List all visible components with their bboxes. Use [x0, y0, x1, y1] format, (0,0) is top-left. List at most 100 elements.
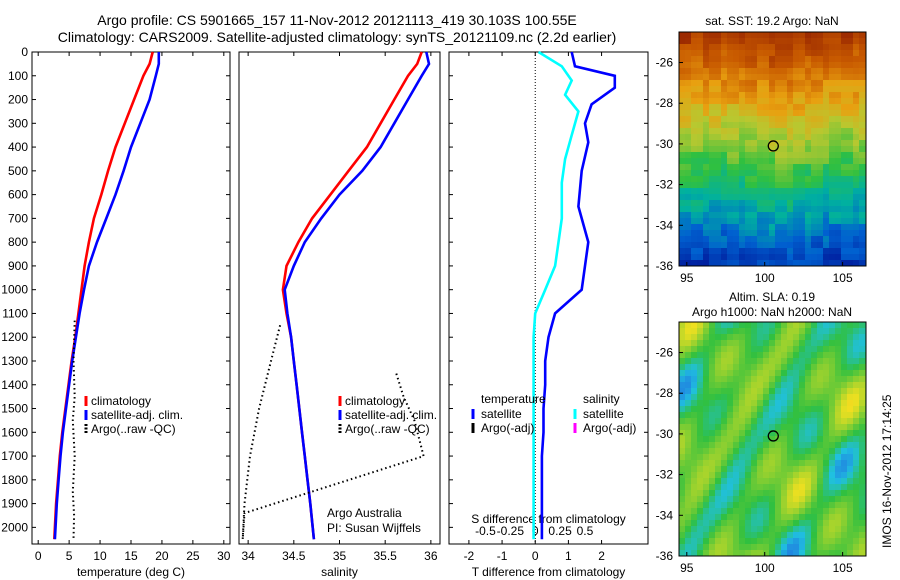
map-cell — [799, 224, 806, 231]
map-cell — [745, 32, 752, 39]
map-cell — [727, 260, 734, 267]
map-cell — [835, 466, 842, 473]
map-cell — [709, 466, 716, 473]
map-cell — [685, 520, 692, 527]
map-cell — [751, 400, 758, 407]
map-cell — [709, 436, 716, 443]
map-cell — [805, 254, 812, 261]
map-cell — [775, 502, 782, 509]
map-cell — [679, 508, 686, 515]
map-cell — [685, 104, 692, 111]
map-cell — [775, 400, 782, 407]
map-cell — [799, 44, 806, 51]
map-cell — [709, 170, 716, 177]
map-cell — [679, 460, 686, 467]
map-cell — [739, 436, 746, 443]
map-cell — [847, 230, 854, 237]
map-cell — [835, 86, 842, 93]
map-cell — [799, 212, 806, 219]
map-cell — [757, 50, 764, 57]
map-cell — [685, 418, 692, 425]
map-cell — [697, 188, 704, 195]
map-cell — [823, 532, 830, 539]
map-cell — [769, 484, 776, 491]
map-cell — [769, 140, 776, 147]
map-cell — [721, 544, 728, 551]
map-cell — [853, 38, 860, 45]
map-cell — [817, 346, 824, 353]
map-cell — [781, 188, 788, 195]
map-cell — [685, 322, 692, 329]
map-cell — [859, 104, 866, 111]
map-cell — [685, 62, 692, 69]
map-cell — [775, 254, 782, 261]
map-cell — [763, 412, 770, 419]
map-cell — [763, 92, 770, 99]
map-cell — [823, 122, 830, 129]
map-cell — [697, 418, 704, 425]
map-cell — [697, 56, 704, 63]
map-cell — [727, 340, 734, 347]
map-cell — [847, 358, 854, 365]
map-cell — [805, 80, 812, 87]
map-cell — [829, 514, 836, 521]
map-cell — [817, 92, 824, 99]
map-cell — [835, 400, 842, 407]
map-cell — [733, 352, 740, 359]
map-cell — [841, 206, 848, 213]
map-cell — [703, 98, 710, 105]
map-cell — [685, 364, 692, 371]
map-cell — [841, 508, 848, 515]
map-cell — [799, 68, 806, 75]
map-cell — [691, 248, 698, 255]
y-tick-label: 1100 — [2, 306, 28, 320]
map-cell — [751, 80, 758, 87]
map-cell — [679, 74, 686, 81]
map-cell — [835, 50, 842, 57]
map-cell — [835, 236, 842, 243]
map-cell — [763, 176, 770, 183]
map-cell — [841, 496, 848, 503]
map-cell — [823, 224, 830, 231]
map-cell — [835, 44, 842, 51]
map-cell — [793, 218, 800, 225]
map-cell — [823, 544, 830, 551]
map-cell — [853, 550, 860, 557]
map-cell — [829, 430, 836, 437]
map-cell — [745, 128, 752, 135]
map-cell — [679, 110, 686, 117]
map-cell — [703, 212, 710, 219]
map-cell — [793, 364, 800, 371]
map-cell — [793, 68, 800, 75]
map-cell — [799, 424, 806, 431]
map-cell — [697, 146, 704, 153]
map-cell — [817, 334, 824, 341]
map-cell — [787, 328, 794, 335]
map-cell — [847, 388, 854, 395]
map-cell — [811, 170, 818, 177]
map-cell — [775, 212, 782, 219]
map-cell — [781, 212, 788, 219]
map-cell — [751, 454, 758, 461]
map-cell — [853, 200, 860, 207]
map-cell — [727, 176, 734, 183]
map-cell — [835, 194, 842, 201]
map-cell — [757, 254, 764, 261]
map-cell — [727, 334, 734, 341]
map-cell — [829, 110, 836, 117]
map-cell — [841, 430, 848, 437]
map-cell — [679, 334, 686, 341]
map-cell — [841, 230, 848, 237]
map-cell — [715, 544, 722, 551]
map-cell — [787, 236, 794, 243]
map-cell — [739, 164, 746, 171]
map-cell — [697, 484, 704, 491]
map-cell — [769, 412, 776, 419]
map-cell — [793, 394, 800, 401]
map-cell — [751, 334, 758, 341]
map-cell — [679, 424, 686, 431]
map-cell — [823, 394, 830, 401]
map-cell — [841, 212, 848, 219]
map-cell — [763, 206, 770, 213]
map-cell — [853, 146, 860, 153]
